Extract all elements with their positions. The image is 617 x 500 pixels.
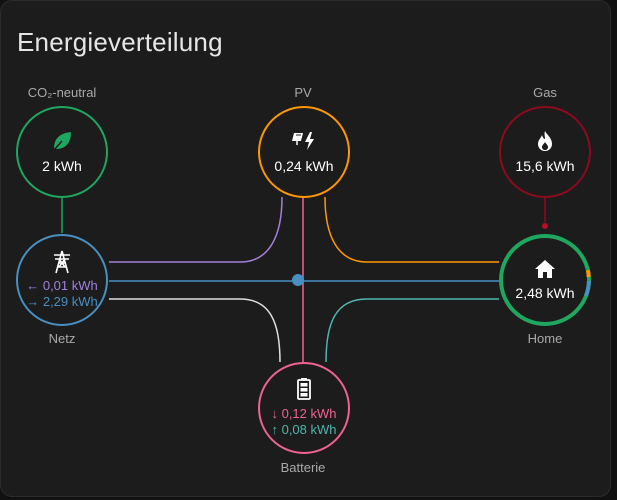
transmission-tower-icon	[54, 250, 70, 274]
co2-label: CO₂-neutral	[27, 85, 97, 100]
grid-node[interactable]: ← 0,01 kWh → 2,29 kWh	[16, 234, 108, 326]
home-ring	[499, 234, 591, 326]
arrow-left-icon: ←	[26, 278, 40, 293]
battery-node[interactable]: ↓ 0,12 kWh ↑ 0,08 kWh	[258, 362, 350, 454]
arrow-right-icon: →	[26, 294, 40, 309]
gas-node[interactable]: 15,6 kWh	[499, 106, 591, 198]
gas-flow-dot	[542, 223, 548, 229]
pv-to-grid-line	[109, 196, 283, 263]
battery-icon	[297, 378, 311, 400]
grid-return-value: 0,01 kWh	[42, 278, 98, 293]
solar-power-icon	[292, 131, 314, 150]
home-label: Home	[527, 331, 563, 346]
grid-flow-dot	[292, 274, 304, 286]
card-title: Energieverteilung	[17, 27, 223, 57]
battery-in-row: ↓ 0,12 kWh	[271, 406, 336, 422]
co2-value: 2 kWh	[42, 157, 82, 174]
leaf-icon	[53, 131, 71, 150]
co2-node[interactable]: 2 kWh	[16, 106, 108, 198]
pv-value: 0,24 kWh	[274, 157, 334, 174]
grid-consumption-row: → 2,29 kWh	[26, 294, 98, 310]
battery-out-row: ↑ 0,08 kWh	[271, 422, 336, 438]
battery-in-value: 0,12 kWh	[281, 406, 337, 421]
arrow-up-icon: ↑	[271, 422, 278, 437]
home-node[interactable]: 2,48 kWh	[499, 234, 591, 326]
battery-to-home-line	[325, 298, 499, 363]
fire-icon	[538, 130, 552, 151]
grid-return-row: ← 0,01 kWh	[26, 278, 98, 294]
grid-label: Netz	[48, 331, 76, 346]
pv-label: PV	[294, 85, 312, 100]
gas-label: Gas	[533, 85, 557, 100]
home-value: 2,48 kWh	[515, 284, 575, 301]
grid-consumption-value: 2,29 kWh	[42, 294, 98, 309]
battery-label: Batterie	[280, 460, 326, 475]
battery-out-value: 0,08 kWh	[281, 422, 337, 437]
pv-to-home-line	[324, 196, 499, 263]
arrow-down-icon: ↓	[271, 406, 278, 421]
gas-value: 15,6 kWh	[515, 157, 575, 174]
pv-node[interactable]: 0,24 kWh	[258, 106, 350, 198]
grid-to-battery-line	[109, 298, 281, 363]
home-icon	[535, 259, 555, 278]
